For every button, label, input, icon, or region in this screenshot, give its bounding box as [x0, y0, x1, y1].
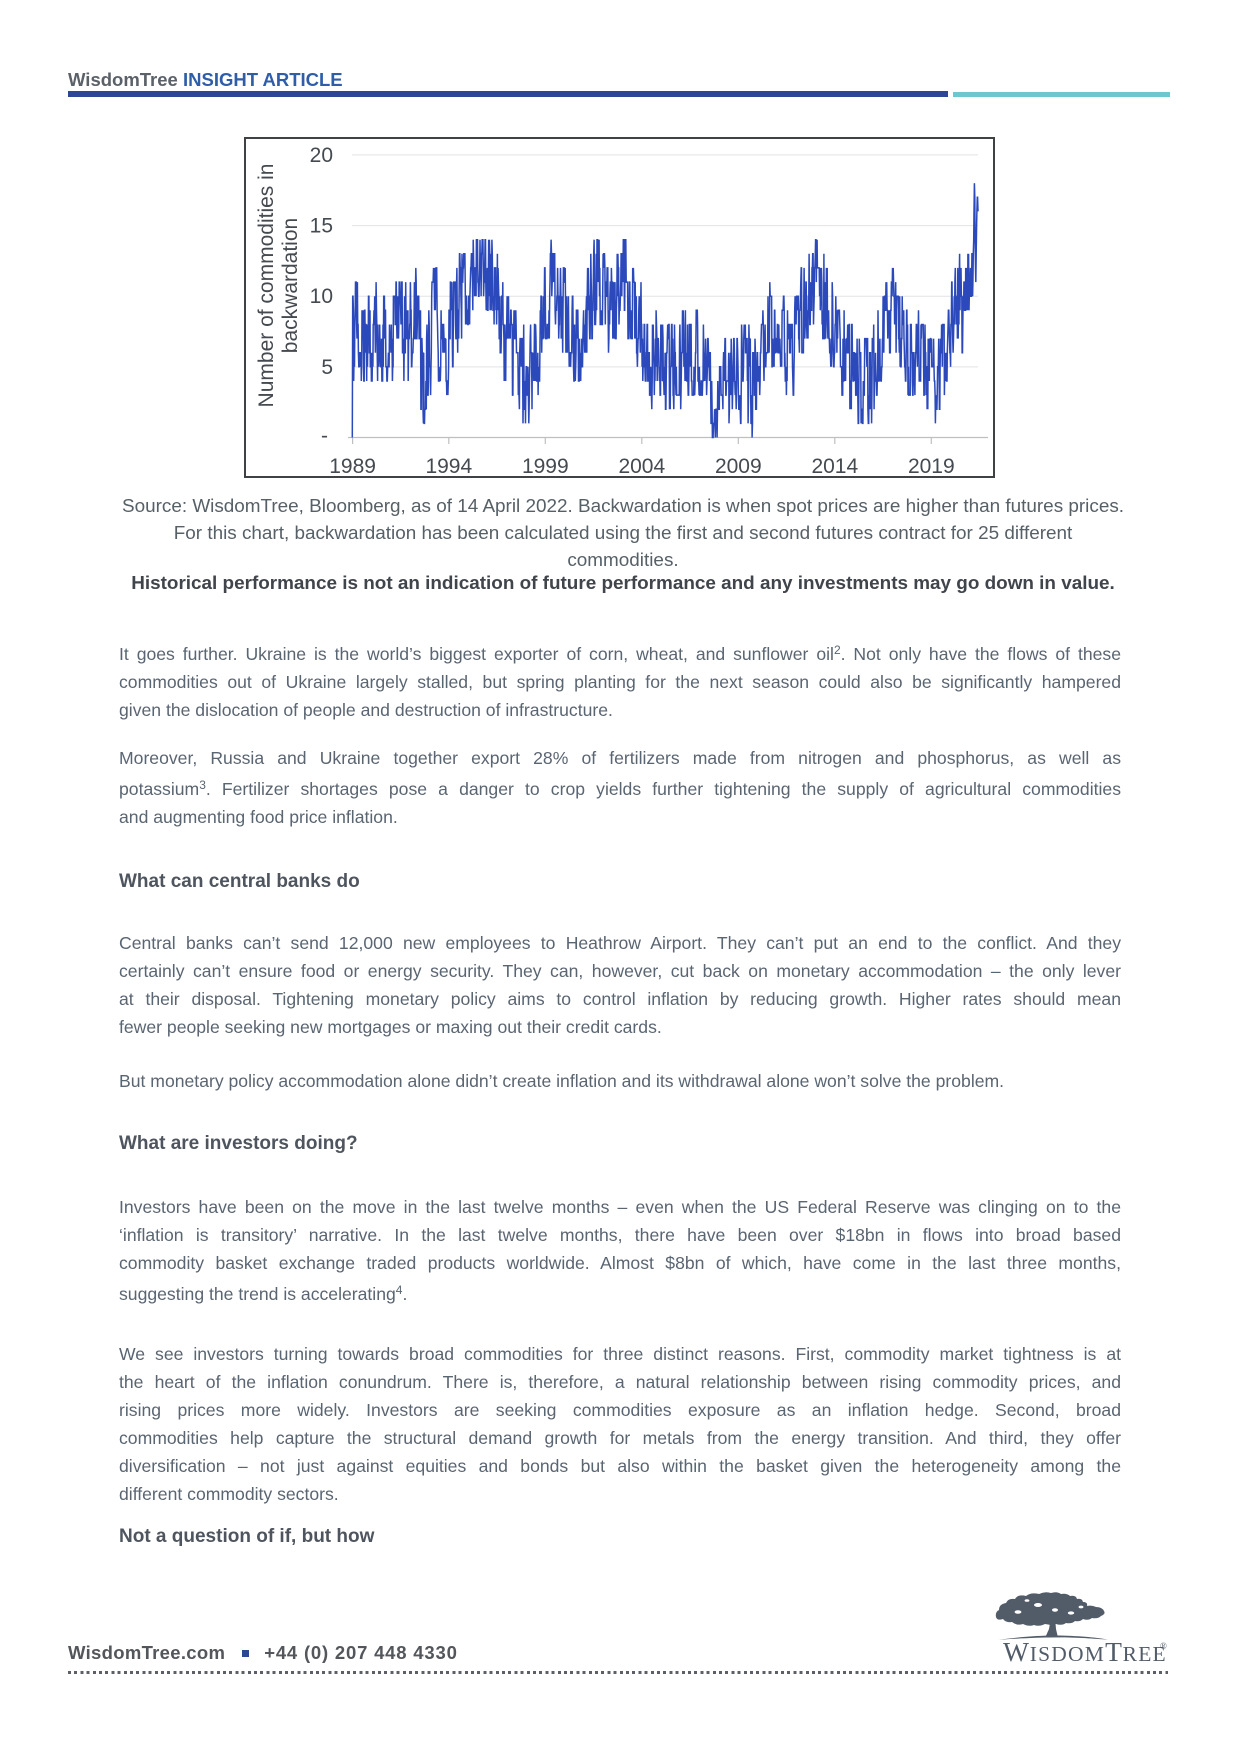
svg-text:backwardation: backwardation: [279, 218, 302, 353]
svg-text:1999: 1999: [522, 455, 569, 478]
svg-text:1994: 1994: [425, 455, 472, 478]
svg-text:2009: 2009: [715, 455, 762, 478]
svg-text:5: 5: [321, 356, 333, 379]
svg-text:-: -: [321, 425, 328, 448]
svg-text:2004: 2004: [618, 455, 665, 478]
svg-text:Number of commodities in: Number of commodities in: [255, 164, 278, 408]
svg-text:1989: 1989: [329, 455, 376, 478]
svg-text:2014: 2014: [811, 455, 858, 478]
svg-text:15: 15: [310, 215, 333, 238]
svg-text:20: 20: [310, 144, 333, 167]
svg-text:2019: 2019: [908, 455, 955, 478]
svg-text:10: 10: [310, 285, 333, 308]
